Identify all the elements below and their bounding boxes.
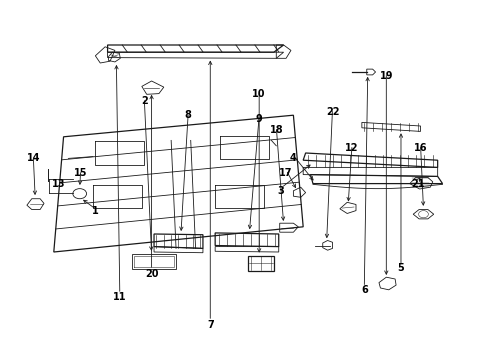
Text: 13: 13 bbox=[52, 179, 65, 189]
Text: 6: 6 bbox=[360, 285, 367, 295]
Text: 22: 22 bbox=[325, 107, 339, 117]
Text: 3: 3 bbox=[277, 186, 284, 196]
Text: 12: 12 bbox=[345, 143, 358, 153]
Text: 2: 2 bbox=[141, 96, 147, 106]
Text: 15: 15 bbox=[74, 168, 87, 178]
Text: 16: 16 bbox=[413, 143, 427, 153]
Text: 11: 11 bbox=[113, 292, 126, 302]
Text: 5: 5 bbox=[397, 263, 404, 273]
Text: 20: 20 bbox=[144, 269, 158, 279]
Text: 7: 7 bbox=[206, 320, 213, 330]
Text: 17: 17 bbox=[279, 168, 292, 178]
Text: 14: 14 bbox=[26, 153, 40, 163]
Text: 8: 8 bbox=[184, 110, 191, 120]
Text: 1: 1 bbox=[92, 206, 99, 216]
Text: 4: 4 bbox=[289, 153, 296, 163]
Text: 18: 18 bbox=[269, 125, 283, 135]
Text: 21: 21 bbox=[410, 179, 424, 189]
Text: 19: 19 bbox=[379, 71, 392, 81]
Text: 10: 10 bbox=[252, 89, 265, 99]
Text: 9: 9 bbox=[255, 114, 262, 124]
